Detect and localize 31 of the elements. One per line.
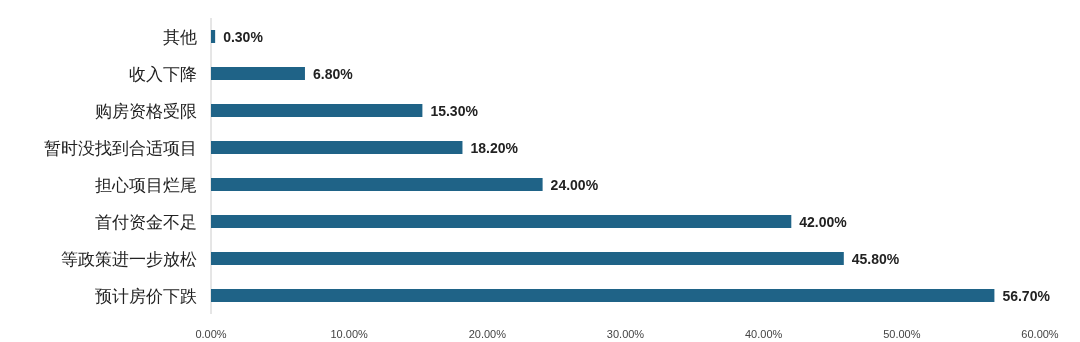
- x-tick-label: 20.00%: [468, 328, 507, 340]
- bar: [211, 215, 792, 228]
- x-tick-label: 40.00%: [745, 328, 783, 340]
- y-tick-label: 等政策进一步放松: [61, 249, 197, 269]
- x-tick-label: 0.00%: [195, 328, 227, 340]
- x-tick-label: 60.00%: [1021, 328, 1059, 340]
- bar: [211, 289, 995, 302]
- data-label: 45.80%: [851, 250, 900, 267]
- data-label: 56.70%: [1002, 287, 1051, 304]
- y-tick-label: 收入下降: [129, 64, 197, 84]
- x-tick-label: 10.00%: [330, 328, 369, 340]
- bar: [211, 178, 543, 191]
- bar: [211, 141, 463, 154]
- data-label: 18.20%: [470, 139, 519, 156]
- x-tick-label: 50.00%: [883, 328, 921, 340]
- data-label: 42.00%: [799, 213, 848, 230]
- data-label: 0.30%: [223, 28, 264, 45]
- bar: [211, 252, 844, 265]
- y-tick-label: 预计房价下跌: [95, 286, 197, 306]
- y-tick-label: 暂时没找到合适项目: [44, 138, 197, 158]
- bar: [211, 30, 216, 43]
- bar: [211, 67, 305, 80]
- y-tick-label: 购房资格受限: [95, 101, 197, 121]
- data-label: 24.00%: [550, 176, 599, 193]
- x-tick-label: 30.00%: [606, 328, 645, 340]
- bar: [211, 104, 423, 117]
- y-tick-label: 首付资金不足: [95, 212, 197, 232]
- y-tick-label: 担心项目烂尾: [95, 175, 197, 195]
- y-tick-label: 其他: [163, 27, 197, 47]
- data-label: 6.80%: [312, 65, 354, 82]
- data-label: 15.30%: [430, 102, 479, 119]
